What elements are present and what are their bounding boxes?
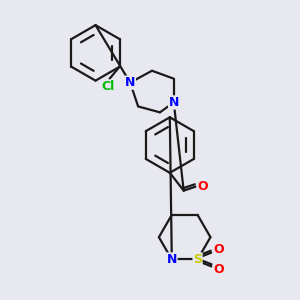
Text: O: O bbox=[197, 180, 208, 193]
Text: O: O bbox=[213, 263, 224, 276]
Text: N: N bbox=[167, 253, 177, 266]
Text: Cl: Cl bbox=[101, 80, 114, 93]
Text: S: S bbox=[193, 253, 202, 266]
Text: N: N bbox=[125, 76, 135, 89]
Text: O: O bbox=[213, 243, 224, 256]
Text: N: N bbox=[169, 96, 179, 109]
